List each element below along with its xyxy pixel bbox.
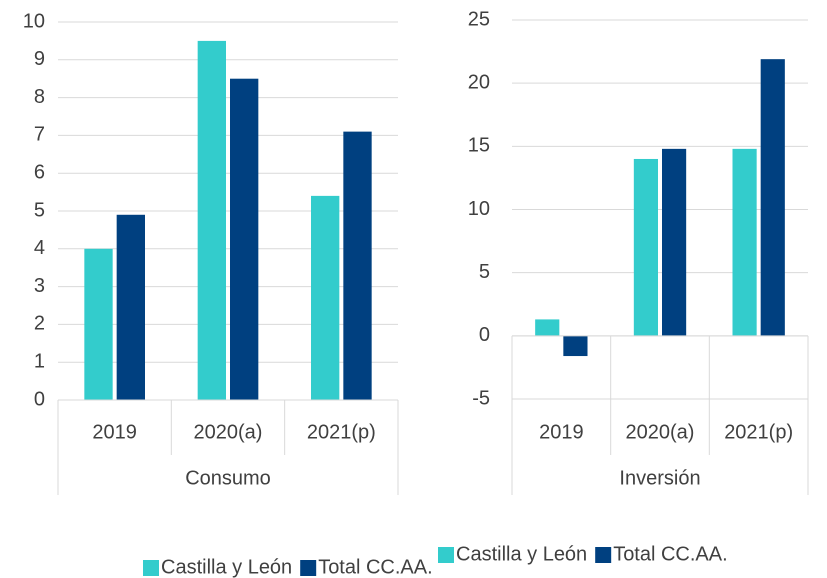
y-tick-label: 1 [34,350,45,372]
bar [732,148,757,336]
y-tick-label: 5 [34,199,45,221]
y-tick-label: 15 [468,135,490,157]
legend-label: Total CC.AA. [613,543,727,565]
legend-label: Total CC.AA. [318,556,432,578]
legend-swatch [143,560,159,576]
legend-label: Castilla y León [456,543,587,565]
legend-label: Castilla y León [161,556,292,578]
bar [84,248,113,400]
x-tick-label: 2021(p) [307,421,376,443]
y-tick-label: 5 [479,261,490,283]
bar [563,335,588,357]
bar [760,59,785,336]
y-tick-label: 10 [23,10,45,32]
bar [197,40,226,401]
y-tick-label: 9 [34,48,45,70]
y-tick-label: 25 [468,8,490,30]
y-tick-label: 2 [34,313,45,335]
y-tick-label: 0 [479,324,490,346]
bar [311,195,340,400]
y-tick-label: -5 [472,387,490,409]
bar [343,131,372,400]
bar [662,148,687,336]
y-tick-label: 3 [34,275,45,297]
y-tick-label: 7 [34,124,45,146]
bar [633,158,658,336]
bar [230,78,259,400]
y-tick-label: 0 [34,388,45,410]
legend-swatch [595,547,612,563]
y-tick-label: 6 [34,161,45,183]
bar [116,214,145,400]
x-tick-label: 2019 [539,421,584,443]
y-tick-label: 4 [34,237,45,259]
y-tick-label: 20 [468,71,490,93]
legend-swatch [438,547,454,563]
x-group-label: Consumo [185,467,271,489]
x-tick-label: 2020(a) [626,421,695,443]
chart: 0 1 2 3 4 5 6 7 8 9 10 2019 2020(a) 2021(p) Consumo Cas… [23,10,433,578]
x-tick-label: 2019 [92,421,137,443]
x-tick-label: 2020(a) [194,421,263,443]
chart: -5 0 5 10 15 20 25 2019 2020(a) 2021(p) Inversión C… [438,8,809,565]
x-group-label: Inversión [619,467,700,489]
bar [535,319,560,336]
y-tick-label: 8 [34,86,45,108]
legend-swatch [300,560,317,576]
y-tick-label: 10 [468,198,490,220]
x-tick-label: 2021(p) [724,421,793,443]
